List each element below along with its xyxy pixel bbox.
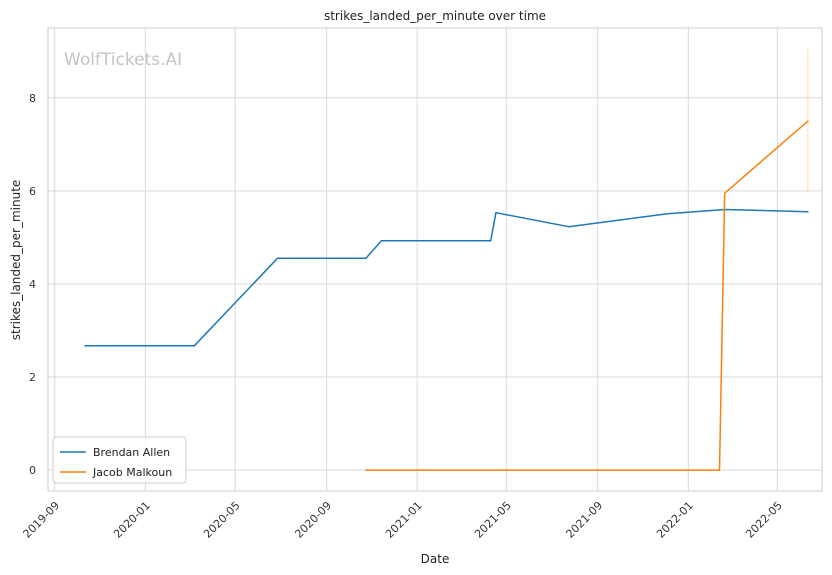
watermark: WolfTickets.AI: [64, 50, 182, 70]
legend-box: [52, 436, 187, 484]
data-point-jacob-malkoun: [723, 192, 726, 194]
data-point-brendan-allen: [807, 211, 809, 213]
legend-label-brendan-allen: Brendan Allen: [93, 446, 170, 459]
data-point-jacob-malkoun: [365, 469, 367, 471]
data-point-brendan-allen: [365, 257, 367, 260]
data-point-brendan-allen: [666, 212, 669, 215]
y-tick-label: 6: [29, 185, 36, 198]
data-point-brendan-allen: [567, 225, 570, 228]
data-point-jacob-malkoun: [807, 120, 809, 122]
legend-label-jacob-malkoun: Jacob Malkoun: [92, 466, 172, 479]
data-point-brendan-allen: [489, 239, 492, 242]
y-tick-label: 0: [29, 464, 36, 477]
y-tick-label: 8: [29, 92, 36, 105]
x-axis-title: Date: [421, 552, 450, 566]
y-tick-label: 4: [29, 278, 36, 291]
data-point-jacob-malkoun: [718, 469, 721, 471]
y-axis-title: strikes_landed_per_minute: [9, 180, 23, 341]
series-lines: [84, 48, 809, 471]
data-point-brendan-allen: [84, 345, 86, 347]
data-point-brendan-allen: [495, 211, 497, 214]
y-tick-label: 2: [29, 371, 36, 384]
plot-frame: [47, 27, 823, 492]
data-point-brendan-allen: [380, 239, 383, 242]
data-point-brendan-allen: [193, 345, 196, 347]
series-line-jacob-malkoun: [365, 120, 809, 471]
chart-title: strikes_landed_per_minute over time: [324, 9, 546, 23]
y-tick-labels: 0 2 4 6 8: [29, 92, 36, 477]
data-point-brendan-allen: [276, 257, 279, 260]
legend: Brendan Allen Jacob Malkoun: [52, 436, 187, 484]
